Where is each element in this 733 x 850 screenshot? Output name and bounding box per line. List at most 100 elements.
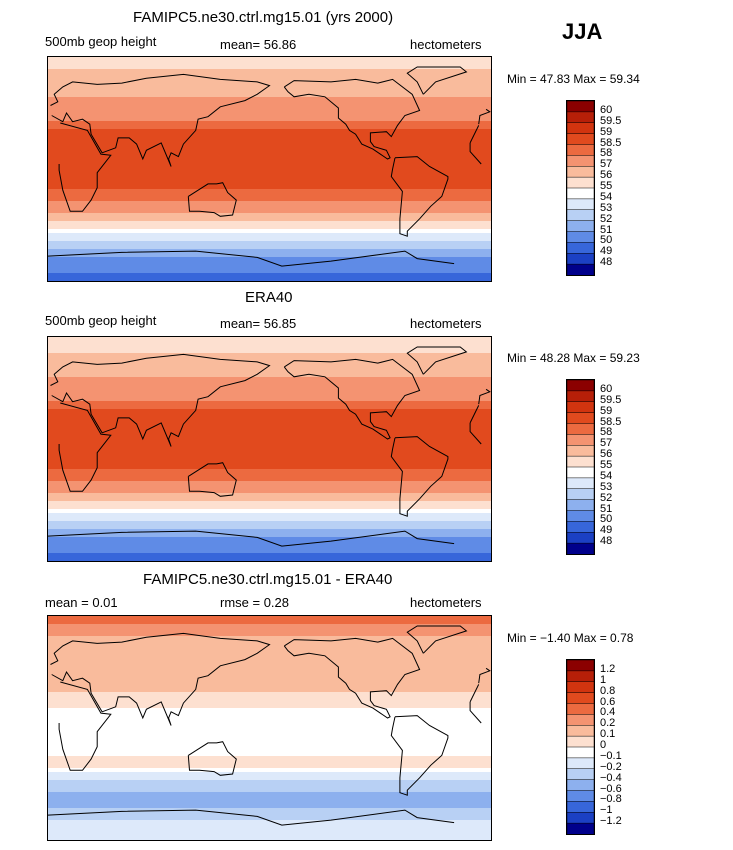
colorbar-tick-label: −0.4 [600, 771, 622, 784]
contour-band [48, 828, 491, 833]
colorbar-tick-label: 60 [600, 382, 613, 395]
contour-band [48, 772, 491, 777]
contour-band [48, 501, 491, 506]
coastline-south-america [390, 436, 449, 517]
colorbar-swatch [567, 703, 594, 716]
panel-2-left-label: 500mb geop height [45, 313, 157, 328]
contour-band [48, 473, 491, 478]
colorbar-swatch [567, 477, 594, 490]
contour-band [48, 648, 491, 653]
colorbar-swatch [567, 231, 594, 244]
panel-1-mean: mean= 56.86 [220, 37, 297, 52]
colorbar-swatch [567, 812, 594, 824]
coastline-eurasia [478, 108, 491, 125]
colorbar-tick-label: 0 [600, 739, 607, 751]
contour-band [48, 181, 491, 186]
contour-band [48, 89, 491, 94]
colorbar-tick-label: −0.6 [600, 782, 622, 795]
colorbar-tick-label: 49 [600, 245, 613, 258]
contour-band [48, 744, 491, 749]
contour-band [48, 129, 491, 134]
panel-2-title: ERA40 [245, 289, 293, 306]
contour-band [48, 509, 491, 514]
contour-band [48, 640, 491, 645]
colorbar-tick-label: −1 [600, 804, 613, 817]
colorbar-swatch [567, 790, 594, 803]
contour-band [48, 517, 491, 522]
colorbar-tick-label: 55 [600, 180, 613, 192]
coastline-australia [187, 462, 237, 497]
contour-band [48, 73, 491, 78]
contour-band [48, 377, 491, 382]
contour-band [48, 553, 491, 558]
contour-band [48, 373, 491, 378]
contour-band [48, 616, 491, 621]
contour-band [48, 692, 491, 697]
colorbar-tick-label: 0.6 [600, 695, 616, 708]
contour-band [48, 405, 491, 410]
panel-1-map [47, 56, 492, 282]
contour-band [48, 85, 491, 90]
colorbar-swatch [567, 209, 594, 222]
contour-band [48, 525, 491, 530]
contour-band [48, 836, 491, 840]
contour-band [48, 477, 491, 482]
coastline-africa [469, 422, 482, 445]
contour-band [48, 660, 491, 665]
contour-band [48, 153, 491, 158]
contour-band [48, 632, 491, 637]
contour-band [48, 493, 491, 498]
contour-band [48, 349, 491, 354]
contour-band [48, 700, 491, 705]
contour-band [48, 796, 491, 801]
contour-band [48, 113, 491, 118]
contour-band [48, 421, 491, 426]
contour-band [48, 688, 491, 693]
contour-band [48, 261, 491, 266]
panel-3-colorbar [566, 659, 595, 835]
coastline-south-america [390, 156, 449, 237]
contour-band [48, 109, 491, 114]
contour-band [48, 61, 491, 66]
contour-band [48, 485, 491, 490]
contour-band [48, 225, 491, 230]
contour-band [48, 173, 491, 178]
contour-band [48, 141, 491, 146]
contour-band [48, 712, 491, 717]
coastline-antarctica [48, 530, 455, 547]
contour-band [48, 425, 491, 430]
colorbar-tick-label: 50 [600, 513, 613, 526]
contour-band [48, 453, 491, 458]
coastline-africa [469, 684, 480, 703]
contour-band [48, 808, 491, 813]
contour-band [48, 273, 491, 278]
contour-band [48, 664, 491, 669]
contour-band [48, 804, 491, 809]
contour-band [48, 680, 491, 685]
contour-band [48, 165, 491, 170]
contour-band [48, 249, 491, 254]
colorbar-swatch [567, 390, 594, 403]
contour-band [48, 97, 491, 102]
contour-band [48, 489, 491, 494]
colorbar-swatch [567, 242, 594, 254]
panel-3-rmse: rmse = 0.28 [220, 595, 290, 610]
colorbar-swatch [567, 757, 594, 770]
contour-band [48, 433, 491, 438]
contour-band [48, 269, 491, 274]
contour-band [48, 185, 491, 190]
contour-band [48, 245, 491, 250]
contour-band [48, 449, 491, 454]
colorbar-tick-label: 59.5 [600, 393, 622, 406]
contour-band [48, 784, 491, 789]
contour-band [48, 620, 491, 625]
contour-band [48, 157, 491, 162]
contour-band [48, 788, 491, 793]
contour-band [48, 728, 491, 733]
contour-band [48, 684, 491, 689]
contour-band [48, 720, 491, 725]
contour-band [48, 409, 491, 414]
colorbar-swatch [567, 510, 594, 523]
colorbar-swatch [567, 735, 594, 748]
contour-band [48, 65, 491, 70]
